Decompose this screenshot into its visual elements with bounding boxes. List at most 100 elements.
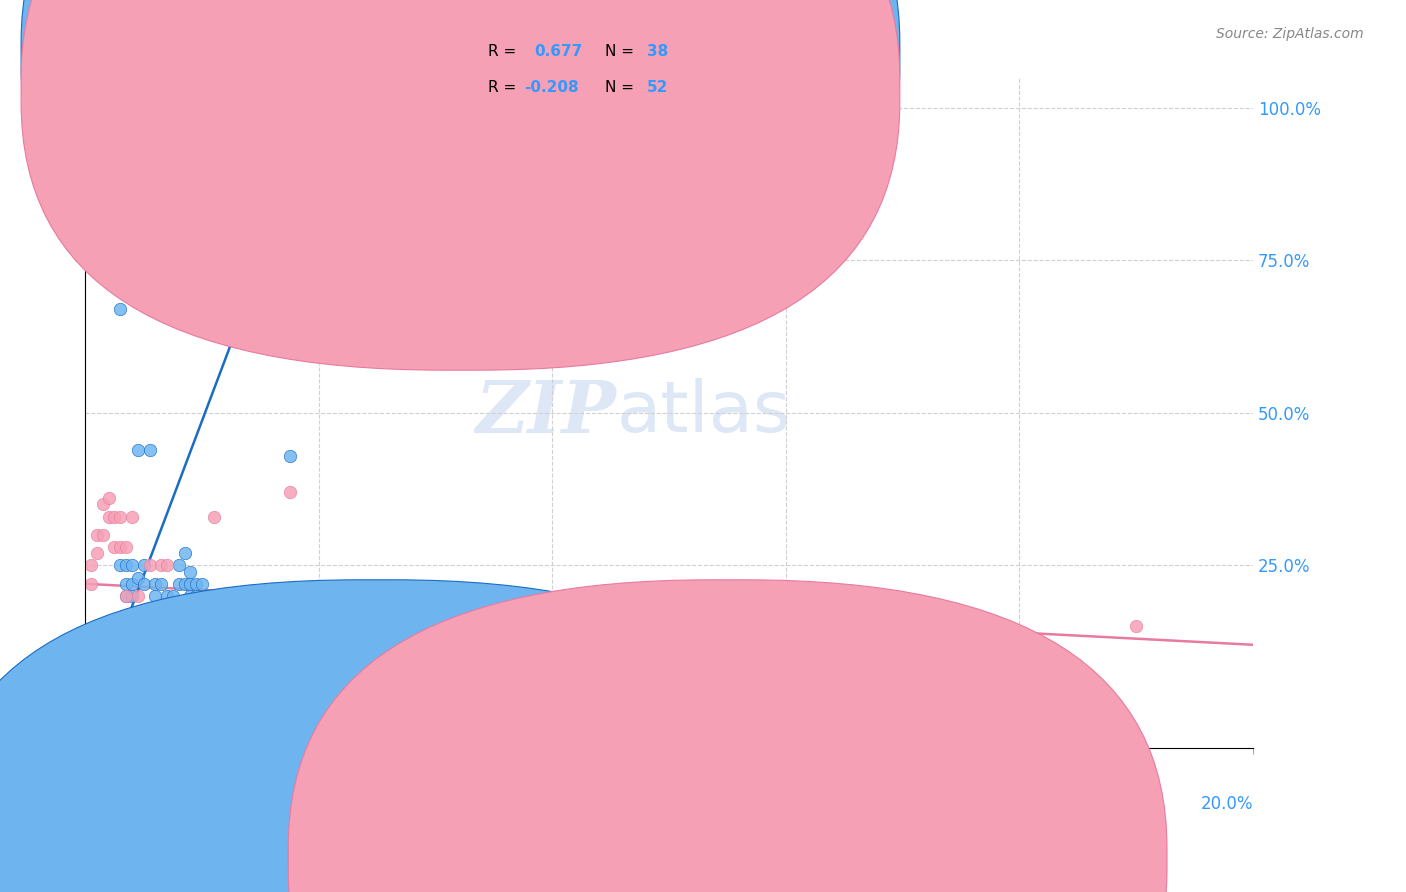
Point: [156, 613, 179, 627]
Point: [186, 625, 208, 640]
Point: [167, 607, 190, 622]
Point: [97, 625, 120, 640]
Point: [167, 576, 190, 591]
Text: 0.677: 0.677: [534, 45, 582, 59]
Point: [121, 613, 143, 627]
Point: [121, 589, 143, 603]
Text: Assyrians/Chaldeans/Syriacs: Assyrians/Chaldeans/Syriacs: [734, 849, 953, 863]
Point: [238, 607, 260, 622]
Point: [143, 607, 166, 622]
Text: ZIP: ZIP: [475, 377, 616, 449]
Point: [80, 558, 103, 573]
Text: IMMIGRANTS FROM MALAYSIA VS ASSYRIAN/CHALDEAN/SYRIAC SINGLE FATHER POVERTY CORRE: IMMIGRANTS FROM MALAYSIA VS ASSYRIAN/CHA…: [49, 27, 900, 42]
Point: [191, 607, 214, 622]
Point: [80, 576, 103, 591]
Point: [86, 528, 108, 542]
Point: [186, 589, 208, 603]
Point: [337, 625, 360, 640]
Point: [197, 589, 219, 603]
Point: [132, 576, 155, 591]
Point: [249, 613, 271, 627]
Point: [103, 509, 125, 524]
Point: [138, 442, 160, 457]
Point: [110, 558, 132, 573]
Point: [127, 442, 149, 457]
Point: [179, 576, 201, 591]
Text: -0.208: -0.208: [524, 80, 579, 95]
Point: [132, 558, 155, 573]
Point: [110, 625, 132, 640]
Point: [314, 125, 336, 139]
Point: [97, 509, 120, 524]
Point: [219, 625, 242, 640]
Point: [366, 613, 388, 627]
Point: [86, 625, 108, 640]
Point: [173, 613, 195, 627]
Text: N =: N =: [605, 80, 634, 95]
Point: [173, 546, 195, 560]
Point: [191, 576, 214, 591]
Point: [156, 589, 179, 603]
Point: [156, 558, 179, 573]
Point: [127, 619, 149, 633]
Point: [186, 576, 208, 591]
Text: 52: 52: [647, 80, 668, 95]
Point: [143, 576, 166, 591]
Point: [115, 540, 138, 554]
Point: [262, 625, 284, 640]
Point: [121, 558, 143, 573]
Point: [226, 625, 249, 640]
Point: [91, 498, 114, 512]
Point: [308, 613, 330, 627]
Point: [115, 558, 138, 573]
Point: [80, 662, 103, 676]
Point: [150, 625, 173, 640]
Point: [162, 607, 184, 622]
Text: atlas: atlas: [616, 378, 792, 448]
Point: [179, 613, 201, 627]
Point: [150, 558, 173, 573]
Point: [716, 619, 738, 633]
Point: [103, 613, 125, 627]
Point: [132, 607, 155, 622]
Point: [127, 571, 149, 585]
Point: [162, 589, 184, 603]
Point: [110, 540, 132, 554]
Text: R =: R =: [488, 80, 516, 95]
Point: [202, 509, 225, 524]
Point: [86, 546, 108, 560]
Text: Source: ZipAtlas.com: Source: ZipAtlas.com: [1216, 27, 1364, 41]
Text: 0.0%: 0.0%: [86, 796, 127, 814]
Point: [179, 565, 201, 579]
Text: 38: 38: [647, 45, 668, 59]
Point: [115, 576, 138, 591]
Text: N =: N =: [605, 45, 634, 59]
Text: 20.0%: 20.0%: [1201, 796, 1253, 814]
Point: [103, 144, 125, 158]
Point: [127, 589, 149, 603]
Text: R =: R =: [488, 45, 516, 59]
Point: [150, 576, 173, 591]
Point: [97, 491, 120, 506]
Point: [91, 625, 114, 640]
Point: [278, 485, 301, 500]
Point: [115, 589, 138, 603]
Point: [599, 662, 621, 676]
Point: [1125, 619, 1147, 633]
Point: [115, 589, 138, 603]
Text: Immigrants from Malaysia: Immigrants from Malaysia: [392, 849, 592, 863]
Point: [278, 449, 301, 463]
Point: [103, 681, 125, 695]
Point: [91, 137, 114, 152]
Point: [91, 528, 114, 542]
Point: [138, 625, 160, 640]
Point: [103, 540, 125, 554]
Point: [173, 576, 195, 591]
Point: [138, 558, 160, 573]
Point: [167, 558, 190, 573]
Point: [425, 625, 447, 640]
Point: [110, 509, 132, 524]
Point: [110, 302, 132, 317]
Point: [179, 589, 201, 603]
Point: [482, 662, 505, 676]
